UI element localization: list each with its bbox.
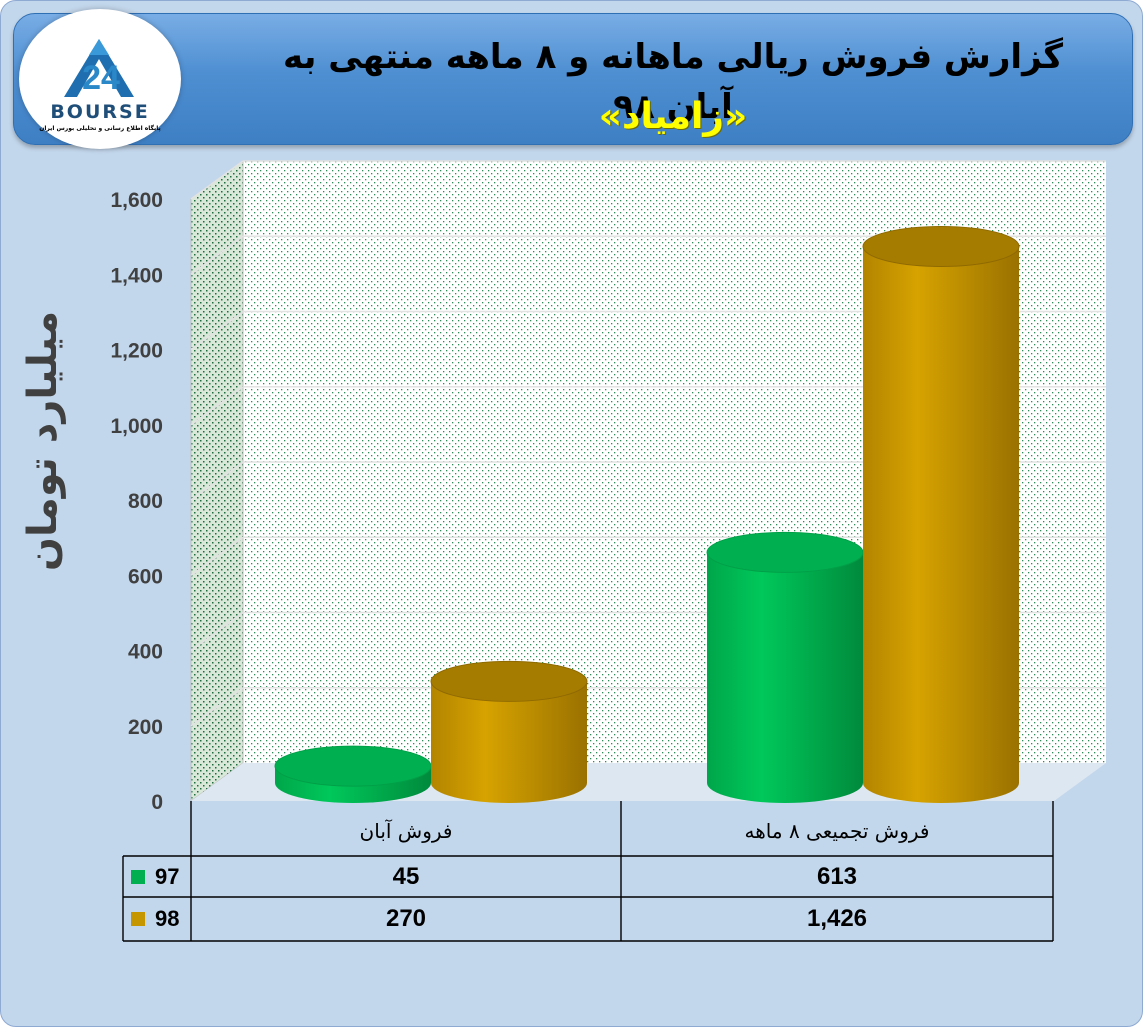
gridline [190,611,244,652]
data-label: 1,426 [806,905,868,932]
bar-top [706,531,864,573]
y-tick-label: 200 [128,716,163,739]
gridline [190,461,244,501]
y-tick-label: 1,000 [110,415,163,438]
bar-top [430,660,588,702]
logo-tagline: پایگاه اطلاع رسانی و تحلیلی بورس ایران [39,125,161,132]
y-tick-label: 0 [151,791,163,814]
chart-subtitle: «زامیاد» [598,96,748,137]
legend-label: 98 [155,906,180,931]
y-tick-label: 600 [128,565,163,588]
bar-top [274,745,432,787]
bar-97-1 [706,531,864,803]
logo-wordmark: BOURSE [50,101,150,123]
gridline [190,310,244,351]
legend-entry-98: 98 [123,898,191,940]
legend-swatch-97 [131,870,145,884]
bar-top [862,225,1020,267]
legend-entry-97: 97 [123,857,191,897]
category-label: فروش آبان [359,819,453,843]
data-label: 270 [385,905,427,932]
y-tick-label: 1,400 [110,264,163,287]
bars [274,225,1020,803]
gridline [190,687,244,727]
title-banner: گزارش فروش ریالی ماهانه و ۸ ماهه منتهی ب… [13,13,1133,145]
chart-title: گزارش فروش ریالی ماهانه و ۸ ماهه منتهی ب… [283,37,1063,127]
data-label: 613 [816,863,858,890]
y-tick-label: 800 [128,490,163,513]
logo-mark-icon: 24 [64,39,134,97]
bar-98-1 [862,225,1020,803]
category-label: فروش تجمیعی ۸ ماهه [744,819,930,843]
y-tick-label: 1,200 [110,340,163,363]
logo-numeral: 24 [82,59,120,97]
bar-body [863,246,1019,803]
gridline [190,235,244,275]
gridline [190,160,244,200]
y-tick-label: 400 [128,641,163,664]
data-table-grid [122,801,1054,942]
legend-label: 97 [155,864,180,889]
gridline [190,386,244,426]
gridline [190,536,244,576]
data-label: 45 [392,863,420,890]
bourse24-logo: 24 BOURSE پایگاه اطلاع رسانی و تحلیلی بو… [19,9,181,149]
y-tick-label: 1,600 [110,189,163,212]
bar-97-0 [274,745,432,803]
bar-body [431,681,587,803]
bar-body [707,552,863,803]
bar-98-0 [430,660,588,803]
y-tick-labels: 0 200 400 600 800 1,000 1,200 1,400 1,600 [110,189,163,814]
legend-swatch-98 [131,912,145,926]
